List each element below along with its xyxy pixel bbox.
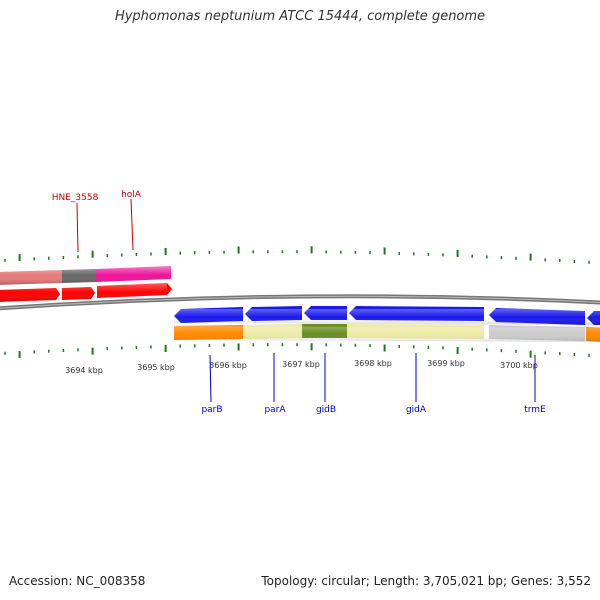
gene-label-parb: parB: [201, 405, 222, 415]
tick-row-outer: [4, 246, 590, 264]
map-title: Hyphomonas neptunium ATCC 15444, complet…: [114, 9, 486, 24]
gene-track-shade: [174, 326, 600, 342]
kbp-label: 3700 kbp: [500, 361, 538, 370]
gene-track-inner-2: [174, 324, 600, 342]
kbp-label: 3694 kbp: [65, 366, 103, 375]
gene-label-hola: holA: [121, 190, 142, 200]
gene-track-shade: [0, 266, 171, 285]
accession-text: Accession: NC_008358: [9, 574, 146, 588]
gene-labels-outer: HNE_3558 holA: [52, 190, 142, 253]
gene-labels-inner: parB parA gidB gidA trmE: [201, 353, 546, 415]
gene-track-inner-1: [174, 306, 600, 325]
kbp-label: 3697 kbp: [282, 360, 320, 369]
gene-label-para: parA: [264, 405, 286, 415]
gene-label-gidb: gidB: [316, 405, 336, 415]
gene-track-shade: [174, 309, 600, 325]
kbp-scale-labels: 3694 kbp 3695 kbp 3696 kbp 3697 kbp 3698…: [65, 359, 538, 375]
kbp-label: 3698 kbp: [354, 359, 392, 368]
genome-backbone-highlight: [0, 295, 600, 309]
gene-track-shade: [0, 283, 167, 302]
gene-track-outer-1: [0, 266, 171, 285]
tick-row-inner: [4, 343, 590, 359]
kbp-label: 3696 kbp: [209, 361, 247, 370]
kbp-label: 3695 kbp: [137, 363, 175, 372]
gene-label-trme: trmE: [524, 405, 546, 415]
gene-label-hne-3558: HNE_3558: [52, 193, 99, 203]
gene-label-gida: gidA: [406, 405, 427, 415]
genome-summary-text: Topology: circular; Length: 3,705,021 bp…: [261, 574, 591, 588]
kbp-label: 3699 kbp: [427, 359, 465, 368]
gene-track-outer-2: [0, 283, 172, 302]
